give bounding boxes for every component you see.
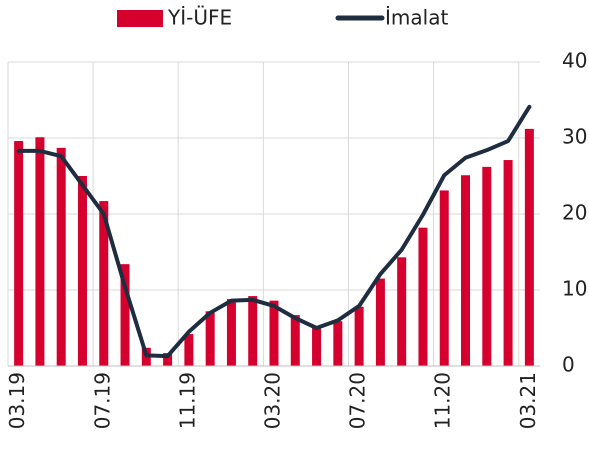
- bar: [524, 128, 534, 366]
- legend-label: Yİ-ÜFE: [167, 6, 232, 30]
- legend-label: İmalat: [385, 6, 448, 30]
- bar: [439, 190, 449, 366]
- bar: [56, 147, 66, 366]
- bar: [248, 296, 258, 366]
- y-tick-label: 20: [562, 201, 587, 225]
- x-tick-label: 11.20: [431, 372, 455, 429]
- legend-swatch-bar: [117, 10, 163, 27]
- bar: [205, 311, 215, 366]
- bar: [99, 201, 109, 366]
- bar: [77, 176, 87, 366]
- x-tick-label: 07.19: [90, 372, 114, 429]
- bar: [482, 166, 492, 366]
- bar: [184, 334, 194, 366]
- x-tick-label: 03.20: [261, 372, 285, 429]
- bar: [503, 160, 513, 366]
- y-tick-label: 30: [562, 125, 587, 149]
- bar: [269, 300, 279, 366]
- bar: [120, 264, 130, 366]
- bar: [290, 315, 300, 366]
- x-tick-label: 11.19: [175, 372, 199, 429]
- y-tick-label: 40: [562, 49, 587, 73]
- bar: [14, 141, 24, 366]
- bar: [461, 175, 471, 366]
- bar: [418, 227, 428, 366]
- bar: [333, 321, 343, 366]
- y-tick-label: 10: [562, 277, 587, 301]
- line: [16, 104, 532, 359]
- bar: [312, 328, 322, 366]
- y-tick-label: 0: [562, 353, 575, 377]
- x-tick-label: 07.20: [346, 372, 370, 429]
- x-tick-label: 03.19: [5, 372, 29, 429]
- bar: [35, 137, 45, 366]
- bar: [397, 257, 407, 366]
- x-tick-label: 03.21: [516, 372, 540, 429]
- bar: [354, 306, 364, 366]
- bar: [375, 278, 385, 366]
- bar: [163, 353, 173, 366]
- bar: [226, 299, 236, 366]
